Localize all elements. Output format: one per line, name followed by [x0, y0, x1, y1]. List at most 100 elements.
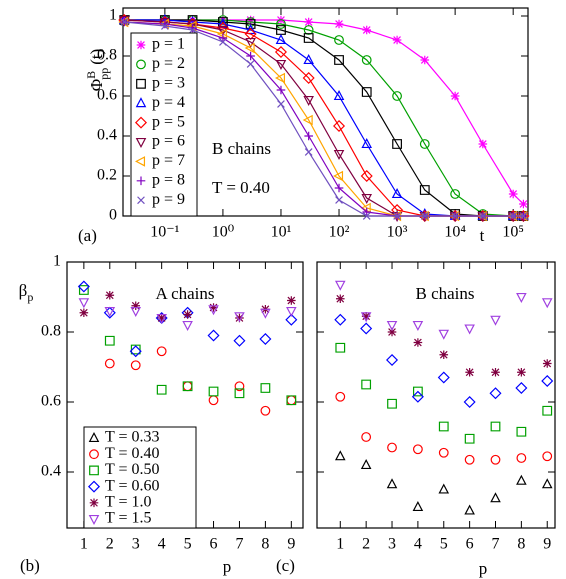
marker: [386, 320, 398, 332]
marker: [103, 306, 116, 319]
marker: [209, 303, 218, 312]
legend-marker: [88, 431, 100, 443]
marker: [541, 374, 554, 388]
marker: [104, 306, 116, 318]
x-tick-label: 5: [440, 536, 448, 553]
legend-marker: [87, 480, 101, 493]
y-tick-label: 0.6: [41, 393, 61, 410]
fit-line: [124, 19, 524, 217]
y-label-symbol: β: [19, 281, 28, 300]
legend-label: T = 0.40: [105, 445, 160, 462]
legend-marker: [89, 449, 99, 460]
marker: [276, 25, 286, 35]
marker: [463, 395, 476, 409]
marker: [392, 91, 402, 101]
marker: [438, 447, 449, 458]
marker: [333, 170, 344, 182]
marker: [260, 405, 271, 416]
marker: [335, 196, 343, 204]
marker: [219, 38, 227, 46]
marker: [361, 379, 372, 390]
marker: [361, 87, 372, 97]
marker: [519, 199, 528, 209]
marker: [509, 212, 518, 220]
marker: [411, 390, 424, 403]
marker: [334, 55, 344, 65]
x-tick-label: 6: [210, 536, 218, 553]
y-tick-label: 0.2: [97, 167, 117, 184]
marker: [208, 305, 219, 316]
marker: [335, 391, 346, 402]
marker: [234, 312, 245, 323]
marker: [334, 35, 344, 45]
marker: [392, 139, 402, 149]
marker: [420, 212, 429, 220]
legend-marker: [134, 156, 146, 167]
marker: [412, 500, 424, 512]
marker: [234, 388, 245, 399]
marker: [130, 360, 141, 371]
y-tick-label: 0.8: [41, 323, 61, 340]
marker: [218, 33, 228, 43]
marker: [387, 327, 397, 337]
marker: [244, 42, 255, 54]
legend-label: p = 3: [152, 74, 185, 91]
marker: [302, 114, 313, 126]
marker: [334, 450, 346, 461]
legend-label: p = 7: [152, 152, 185, 169]
legend-marker: [89, 498, 99, 508]
marker: [182, 381, 193, 392]
marker: [542, 359, 552, 368]
marker: [207, 329, 220, 342]
marker: [451, 212, 459, 220]
marker: [361, 311, 371, 321]
y-label-tail: (t): [87, 49, 106, 65]
marker: [304, 131, 313, 141]
legend-marker: [88, 514, 100, 526]
marker: [304, 148, 313, 156]
marker: [478, 139, 488, 149]
marker: [361, 55, 372, 65]
marker: [542, 405, 553, 416]
marker: [245, 37, 256, 49]
marker: [516, 453, 527, 463]
marker: [412, 320, 424, 332]
marker: [78, 285, 89, 295]
marker: [439, 350, 449, 360]
marker: [335, 294, 345, 304]
y-axis-label: βp: [19, 281, 34, 304]
legend-label: p = 8: [152, 171, 185, 188]
marker: [517, 367, 526, 377]
marker: [541, 478, 553, 489]
marker: [508, 189, 518, 199]
marker: [275, 59, 287, 71]
x-tick-label: 3: [132, 536, 140, 553]
marker: [303, 53, 314, 65]
x-tick-label: 9: [287, 536, 295, 553]
y-tick-label: 0.4: [41, 463, 61, 480]
legend-label: p = 9: [152, 191, 185, 208]
marker: [478, 212, 487, 220]
legend-marker: [89, 465, 99, 476]
marker: [490, 421, 501, 432]
x-tick-label: 10¹: [271, 224, 292, 241]
x-tick-label: 4: [158, 536, 166, 553]
marker: [276, 85, 286, 95]
marker: [360, 202, 371, 214]
legend-marker: [136, 176, 146, 186]
marker: [542, 451, 553, 462]
marker: [361, 193, 373, 205]
marker: [233, 334, 246, 347]
panel-label: (c): [276, 556, 295, 575]
marker: [419, 139, 430, 149]
marker: [156, 384, 167, 395]
marker: [277, 100, 285, 108]
x-tick-label: 10⁰: [212, 224, 234, 241]
marker: [131, 301, 141, 311]
marker: [120, 18, 129, 26]
marker: [129, 345, 142, 358]
marker: [286, 306, 297, 318]
marker: [464, 433, 475, 444]
legend-marker: [137, 196, 145, 205]
